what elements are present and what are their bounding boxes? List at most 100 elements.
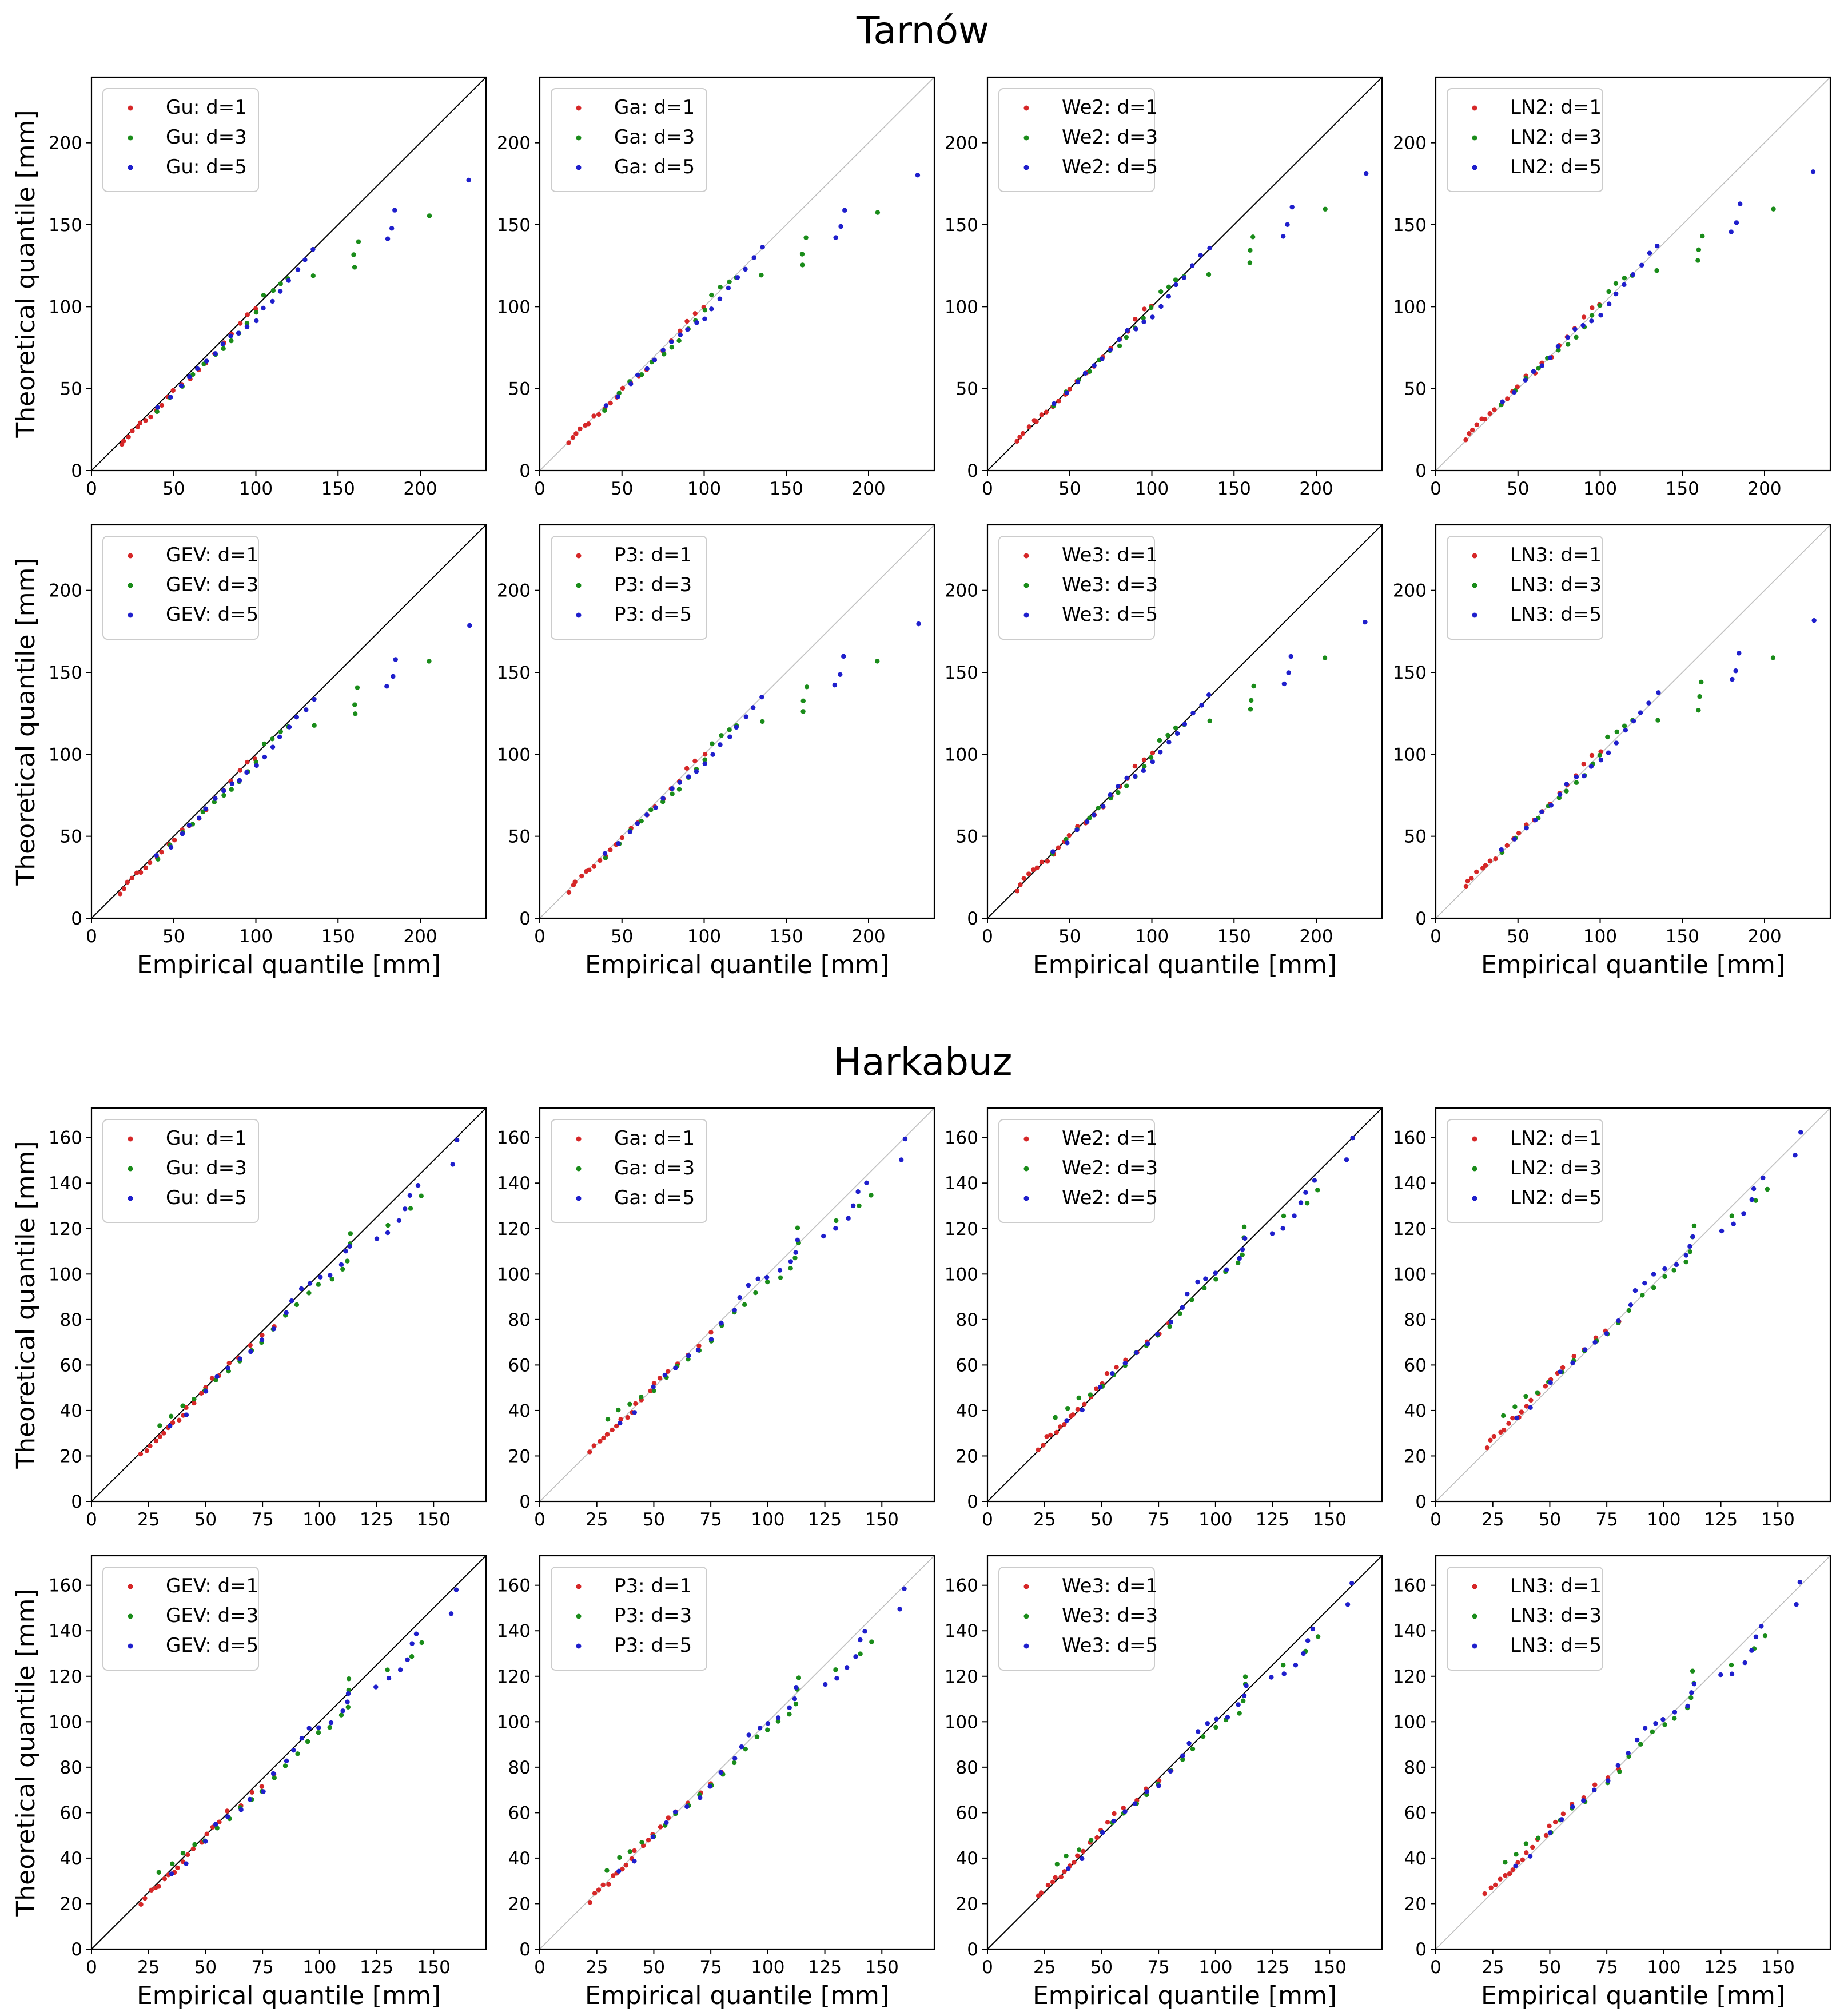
y-tick-label: 20 xyxy=(956,1446,978,1467)
legend-marker-d1 xyxy=(128,553,133,559)
point-d5-2 xyxy=(1547,1830,1553,1835)
point-d5-17 xyxy=(345,1691,351,1696)
point-d5-3 xyxy=(186,823,192,828)
plot-s1-p6-we3: 0 25 50 75 100 125 150 0 20 40 60 80 100 120 140 160 We3… xyxy=(945,1555,1383,2010)
point-d5-22 xyxy=(1303,1190,1308,1195)
point-d5-7 xyxy=(707,1784,712,1789)
point-d3-11 xyxy=(282,1763,288,1768)
legend-label-d5: Ga: d=5 xyxy=(614,1186,695,1209)
point-d5-10 xyxy=(1141,319,1146,325)
point-d5-15 xyxy=(286,724,292,730)
y-tick-label: 0 xyxy=(967,1492,978,1512)
x-tick-label: 50 xyxy=(611,479,633,499)
point-d3-20 xyxy=(1729,1662,1734,1668)
legend-marker-d5 xyxy=(576,165,582,170)
point-d3-15 xyxy=(775,1719,781,1724)
point-d3-6 xyxy=(669,345,675,350)
point-d1-6 xyxy=(1487,858,1493,863)
y-tick-label: 150 xyxy=(497,215,531,236)
point-d3-12 xyxy=(270,736,275,742)
point-d1-7 xyxy=(596,412,602,417)
plot-s0-p4-gev: 0 50 100 150 200 0 50 100 150 200 GEV: d=1 GEV: d=3… xyxy=(11,524,487,979)
point-d5-12 xyxy=(1653,1721,1658,1726)
point-d5-5 xyxy=(652,357,657,362)
point-d1-18 xyxy=(249,1790,254,1795)
x-tick-label: 100 xyxy=(1198,1509,1232,1530)
point-d5-15 xyxy=(286,278,291,283)
point-d1-21 xyxy=(702,752,708,757)
y-tick-label: 0 xyxy=(71,461,82,481)
point-d1-19 xyxy=(684,318,690,324)
axes-frame xyxy=(986,1107,1383,1503)
y-tick-label: 0 xyxy=(519,1492,531,1512)
point-d3-13 xyxy=(278,281,283,286)
point-d5-15 xyxy=(338,1262,344,1268)
point-d3-18 xyxy=(803,235,809,240)
point-d5-16 xyxy=(343,1248,348,1254)
point-d3-15 xyxy=(1206,272,1212,277)
point-d5-7 xyxy=(1564,782,1569,787)
point-d1-2 xyxy=(125,879,130,885)
point-d5-24 xyxy=(1345,1602,1351,1607)
point-d5-8 xyxy=(1168,1319,1174,1325)
point-d1-1 xyxy=(1465,878,1471,884)
point-d3-20 xyxy=(1281,1213,1287,1218)
legend-label-d3: We2: d=3 xyxy=(1062,1157,1158,1180)
point-d3-22 xyxy=(419,1640,424,1646)
point-d3-11 xyxy=(1180,1757,1185,1762)
point-d5-13 xyxy=(1614,291,1619,297)
y-tick-label: 20 xyxy=(1404,1894,1427,1914)
point-d5-0 xyxy=(603,403,609,408)
point-d5-9 xyxy=(1626,1751,1631,1756)
point-d1-1 xyxy=(1018,882,1023,887)
point-d1-3 xyxy=(1050,1879,1056,1884)
legend: Gu: d=1 Gu: d=3 Gu: d=5 xyxy=(102,1119,259,1223)
x-tick-label: 0 xyxy=(982,479,993,499)
point-d3-17 xyxy=(351,252,356,257)
legend-label-d1: P3: d=1 xyxy=(614,544,692,567)
point-d5-2 xyxy=(651,1384,656,1389)
point-d1-7 xyxy=(1515,1860,1520,1865)
y-tick-label: 150 xyxy=(497,663,531,683)
y-tick-label: 200 xyxy=(1393,133,1427,154)
point-d1-6 xyxy=(1510,1415,1515,1421)
point-d3-18 xyxy=(804,684,810,690)
point-d5-5 xyxy=(1547,355,1553,360)
x-tick-label: 0 xyxy=(1430,1509,1441,1530)
point-d5-23 xyxy=(1759,1624,1764,1629)
point-d1-5 xyxy=(162,1876,168,1882)
point-d1-20 xyxy=(1589,752,1595,758)
y-tick-label: 140 xyxy=(49,1173,82,1194)
point-d3-10 xyxy=(1597,303,1603,308)
point-d3-2 xyxy=(627,1849,632,1854)
point-d5-6 xyxy=(213,351,218,356)
point-d3-16 xyxy=(1235,1260,1241,1265)
point-d5-15 xyxy=(1631,718,1636,724)
y-tick-label: 100 xyxy=(49,744,82,765)
y-tick-label: 0 xyxy=(71,1492,82,1512)
y-tick-label: 0 xyxy=(519,909,531,929)
point-d5-18 xyxy=(1655,243,1660,249)
point-d1-0 xyxy=(1463,437,1468,443)
point-d5-21 xyxy=(403,1206,408,1212)
legend-marker-d1 xyxy=(576,553,582,559)
point-d5-16 xyxy=(1189,263,1195,268)
point-d3-11 xyxy=(1158,289,1164,294)
point-d5-15 xyxy=(1181,275,1186,280)
point-d1-7 xyxy=(620,1866,625,1872)
point-d5-22 xyxy=(858,1637,863,1643)
point-d5-21 xyxy=(850,1203,856,1209)
point-d5-21 xyxy=(1749,1648,1754,1653)
point-d1-13 xyxy=(204,1831,209,1836)
x-tick-label: 75 xyxy=(1147,1957,1169,1978)
point-d3-11 xyxy=(261,741,267,747)
point-d1-21 xyxy=(1150,750,1156,756)
point-d5-20 xyxy=(396,1218,402,1224)
point-d1-6 xyxy=(1487,411,1492,416)
legend-label-d1: We3: d=1 xyxy=(1062,544,1158,567)
point-d5-8 xyxy=(270,1771,276,1776)
legend-label-d3: Ga: d=3 xyxy=(614,126,695,149)
